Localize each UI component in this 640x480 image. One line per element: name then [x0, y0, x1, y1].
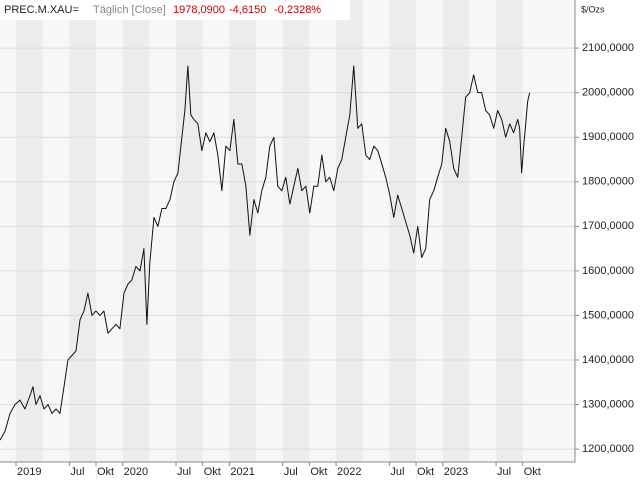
- bands: [16, 0, 523, 462]
- band: [229, 0, 257, 462]
- x-tick-label: Okt: [417, 466, 434, 478]
- price-line: [0, 65, 531, 441]
- y-tick-label: 1700,0000: [582, 220, 634, 232]
- header-box: [0, 0, 350, 20]
- band: [16, 0, 43, 462]
- x-tick-label: Okt: [310, 466, 327, 478]
- last-price: 1978,0900: [173, 4, 225, 16]
- y-tick-label: 1900,0000: [582, 131, 634, 143]
- band: [122, 0, 150, 462]
- x-tick-label: Okt: [524, 466, 541, 478]
- change: -4,6150: [229, 4, 266, 16]
- x-tick-label: Jul: [70, 466, 84, 478]
- x-tick-label: Okt: [97, 466, 114, 478]
- symbol: PREC.M.XAU=: [4, 4, 79, 16]
- y-tick-label: 1300,0000: [582, 398, 634, 410]
- x-tick-label: 2020: [124, 466, 148, 478]
- change-pct: -0,2328%: [274, 4, 321, 16]
- x-tick-label: Jul: [390, 466, 404, 478]
- band: [336, 0, 363, 462]
- x-tick-label: Okt: [204, 466, 221, 478]
- y-tick-label: 1500,0000: [582, 309, 634, 321]
- mode: Täglich [Close]: [93, 4, 166, 16]
- band: [496, 0, 523, 462]
- x-tick-label: 2023: [444, 466, 468, 478]
- x-tick-label: Jul: [177, 466, 191, 478]
- band: [389, 0, 417, 462]
- x-tick-label: 2022: [337, 466, 361, 478]
- band: [282, 0, 310, 462]
- grid: [0, 47, 575, 450]
- y-tick-label: 2000,0000: [582, 87, 634, 99]
- band: [442, 0, 470, 462]
- y-tick-label: 1600,0000: [582, 265, 634, 277]
- x-tick-label: Jul: [497, 466, 511, 478]
- y-tick-label: 2100,0000: [582, 42, 634, 54]
- x-tick-label: Jul: [284, 466, 298, 478]
- band: [69, 0, 97, 462]
- band: [176, 0, 203, 462]
- x-tick-label: 2021: [230, 466, 254, 478]
- y-unit: $/Ozs: [581, 4, 605, 14]
- x-tick-label: 2019: [17, 466, 41, 478]
- y-tick-label: 1200,0000: [582, 443, 634, 455]
- y-tick-label: 1800,0000: [582, 176, 634, 188]
- y-tick-label: 1400,0000: [582, 354, 634, 366]
